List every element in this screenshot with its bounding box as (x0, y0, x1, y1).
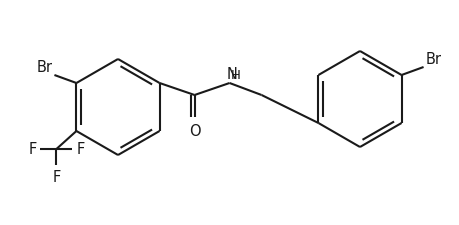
Text: Br: Br (36, 60, 52, 75)
Text: F: F (77, 142, 84, 157)
Text: Br: Br (425, 52, 442, 67)
Text: O: O (189, 124, 201, 138)
Text: F: F (52, 169, 61, 184)
Text: F: F (28, 142, 36, 157)
Text: N: N (227, 67, 237, 82)
Text: H: H (230, 69, 241, 82)
